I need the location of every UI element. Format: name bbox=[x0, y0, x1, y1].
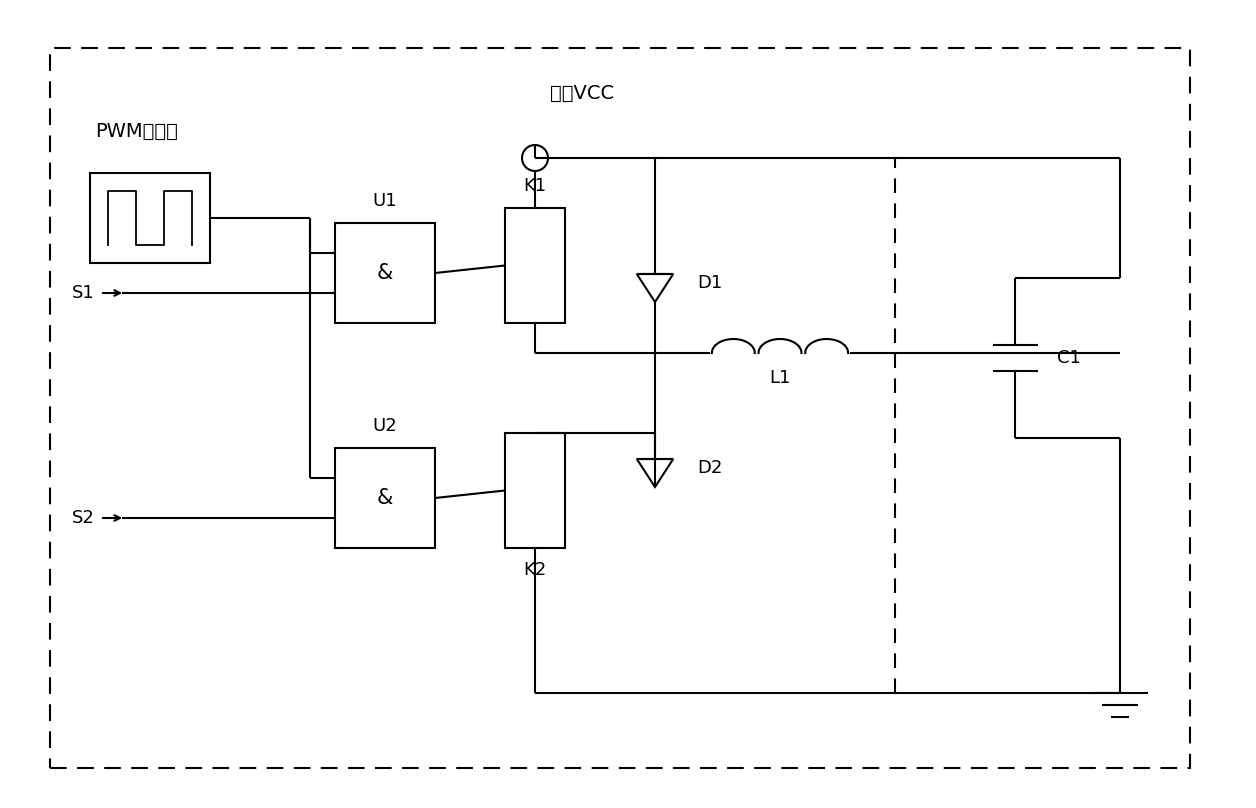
Text: 电源VCC: 电源VCC bbox=[550, 83, 614, 103]
Text: L1: L1 bbox=[770, 369, 791, 387]
Bar bbox=[335, 448, 435, 548]
Text: D2: D2 bbox=[697, 459, 722, 477]
Bar bbox=[505, 433, 565, 548]
Text: S2: S2 bbox=[72, 509, 95, 527]
Text: PWM信号源: PWM信号源 bbox=[95, 121, 178, 141]
Text: &: & bbox=[377, 488, 393, 508]
Bar bbox=[335, 223, 435, 323]
Text: D1: D1 bbox=[697, 274, 722, 292]
Text: U2: U2 bbox=[373, 417, 397, 435]
Text: U1: U1 bbox=[373, 192, 397, 210]
Text: S1: S1 bbox=[73, 284, 95, 302]
Text: K2: K2 bbox=[524, 561, 546, 579]
Text: &: & bbox=[377, 263, 393, 283]
Text: C1: C1 bbox=[1058, 349, 1081, 367]
Bar bbox=[505, 208, 565, 323]
Bar bbox=[90, 173, 210, 263]
Text: K1: K1 bbox=[524, 177, 546, 195]
